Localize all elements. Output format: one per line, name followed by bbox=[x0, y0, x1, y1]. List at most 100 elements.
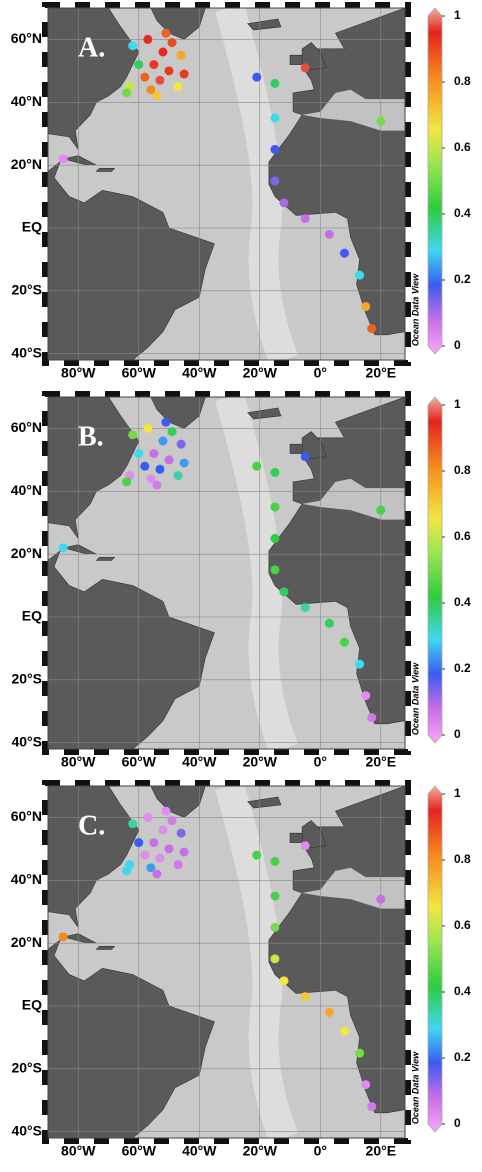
y-tick-label: 60°N bbox=[11, 419, 42, 435]
sample-point bbox=[270, 78, 280, 88]
sample-point bbox=[176, 828, 186, 838]
sample-point bbox=[324, 618, 334, 628]
x-tick-label: 40°W bbox=[182, 365, 217, 381]
y-tick-label: 20°S bbox=[11, 671, 42, 687]
x-tick-label: 0° bbox=[314, 754, 327, 770]
sample-point bbox=[134, 60, 144, 70]
watermark: Ocean Data View bbox=[410, 273, 420, 346]
land bbox=[95, 945, 116, 950]
land bbox=[95, 167, 116, 172]
land bbox=[247, 796, 282, 809]
colorbar-tick-label: 0.4 bbox=[454, 984, 471, 998]
colorbar bbox=[427, 396, 443, 744]
land bbox=[247, 407, 282, 420]
sample-point bbox=[270, 467, 280, 477]
x-tick-label: 40°W bbox=[182, 1143, 217, 1159]
sample-point bbox=[158, 47, 168, 57]
y-tick-label: 40°S bbox=[11, 1122, 42, 1138]
sample-point bbox=[252, 461, 262, 471]
map-panel: 80°W 60°W 40°W 20°W 0° 20°E 60°N 40°N 20°N EQ 20°S… bbox=[11, 2, 471, 381]
sample-point bbox=[173, 860, 183, 870]
x-tick-label: 20°E bbox=[366, 754, 397, 770]
sample-point bbox=[58, 543, 68, 553]
sample-point bbox=[122, 866, 132, 876]
sample-point bbox=[339, 248, 349, 258]
frame-dash bbox=[42, 2, 411, 366]
sample-point bbox=[155, 464, 165, 474]
sample-point bbox=[149, 449, 159, 459]
watermark: Ocean Data View bbox=[410, 662, 420, 735]
y-tick-label: EQ bbox=[22, 997, 42, 1013]
land bbox=[95, 556, 116, 561]
sample-point bbox=[279, 976, 289, 986]
sample-point bbox=[140, 850, 150, 860]
ridge bbox=[215, 786, 298, 1138]
colorbar bbox=[427, 7, 443, 355]
frame-dash bbox=[42, 391, 411, 755]
frame-inner bbox=[47, 7, 406, 361]
sample-point bbox=[367, 324, 377, 334]
x-tick-label: 20°W bbox=[243, 1143, 278, 1159]
y-tick-label: 40°N bbox=[11, 93, 42, 109]
y-tick-label: EQ bbox=[22, 608, 42, 624]
sample-point bbox=[179, 458, 189, 468]
sample-point bbox=[376, 505, 386, 515]
sample-point bbox=[128, 430, 138, 440]
y-tick-label: 20°N bbox=[11, 156, 42, 172]
frame-inner bbox=[47, 785, 406, 1139]
colorbar-tick-label: 0.4 bbox=[454, 206, 471, 220]
y-tick-label: 20°S bbox=[11, 282, 42, 298]
colorbar-tick-label: 0.6 bbox=[454, 140, 471, 154]
sample-point bbox=[367, 713, 377, 723]
panel-label: A. bbox=[78, 32, 105, 63]
sample-point bbox=[324, 1007, 334, 1017]
y-tick-label: 60°N bbox=[11, 30, 42, 46]
land bbox=[48, 397, 140, 539]
sample-point bbox=[270, 176, 280, 186]
sample-point bbox=[339, 1026, 349, 1036]
colorbar-tick-label: 1 bbox=[454, 786, 461, 800]
sample-point bbox=[361, 691, 371, 701]
x-tick-label: 40°W bbox=[182, 754, 217, 770]
y-tick-label: 40°N bbox=[11, 482, 42, 498]
panel-label: B. bbox=[78, 421, 104, 452]
sample-point bbox=[58, 154, 68, 164]
land bbox=[48, 939, 215, 1138]
sample-point bbox=[134, 838, 144, 848]
sample-point bbox=[173, 471, 183, 481]
sample-point bbox=[128, 41, 138, 51]
x-tick-label: 80°W bbox=[61, 1143, 96, 1159]
sample-point bbox=[128, 819, 138, 829]
sample-point bbox=[146, 863, 156, 873]
sample-point bbox=[143, 812, 153, 822]
sample-point bbox=[361, 1080, 371, 1090]
sample-point bbox=[155, 75, 165, 85]
sample-point bbox=[164, 844, 174, 854]
x-tick-label: 20°E bbox=[366, 365, 397, 381]
sample-point bbox=[355, 659, 365, 669]
sample-point bbox=[158, 825, 168, 835]
y-tick-label: 20°S bbox=[11, 1060, 42, 1076]
colorbar-tick-label: 0.4 bbox=[454, 595, 471, 609]
x-tick-label: 60°W bbox=[122, 1143, 157, 1159]
sample-point bbox=[176, 439, 186, 449]
sample-point bbox=[143, 34, 153, 44]
watermark: Ocean Data View bbox=[410, 1051, 420, 1124]
sample-point bbox=[173, 82, 183, 92]
sample-point bbox=[270, 856, 280, 866]
y-tick-label: 40°S bbox=[11, 733, 42, 749]
sample-point bbox=[300, 63, 310, 73]
sample-point bbox=[300, 992, 310, 1002]
sample-point bbox=[300, 452, 310, 462]
sample-point bbox=[339, 637, 349, 647]
land bbox=[48, 8, 140, 150]
colorbar-tick-label: 0.2 bbox=[454, 1050, 471, 1064]
colorbar-tick-label: 0.8 bbox=[454, 74, 471, 88]
colorbar-tick-label: 0.6 bbox=[454, 529, 471, 543]
sample-point bbox=[140, 72, 150, 82]
x-tick-label: 80°W bbox=[61, 365, 96, 381]
sample-point bbox=[161, 417, 171, 427]
map-area bbox=[48, 786, 405, 1138]
sample-point bbox=[134, 449, 144, 459]
